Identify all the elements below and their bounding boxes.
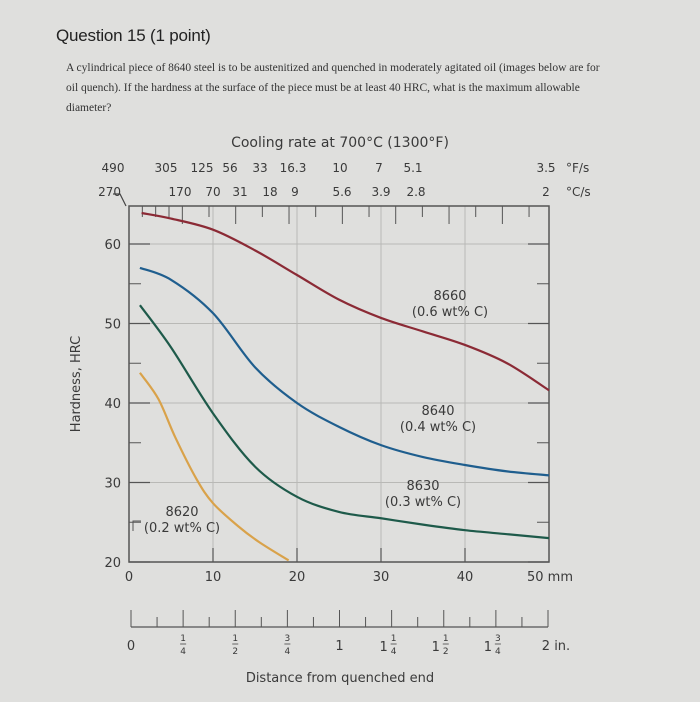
cooling-rate-f-label: 33 <box>252 161 267 175</box>
inch-tick-den: 4 <box>180 647 186 657</box>
cooling-rate-f-label: 16.3 <box>280 161 307 175</box>
curve-8640 <box>139 266 550 477</box>
x-tick-label: 0 <box>125 570 133 585</box>
cooling-rate-c-label: 170 <box>169 185 192 199</box>
question-points: (1 point) <box>150 26 211 45</box>
y-tick-label: 50 <box>104 318 121 333</box>
inch-tick-num: 1 <box>391 634 397 644</box>
inch-tick-den: 2 <box>443 647 449 657</box>
inch-tick-num: 1 <box>443 634 449 644</box>
curve-8630 <box>139 304 550 540</box>
curve-label-8630: 8630 <box>406 479 439 494</box>
top-ticks <box>141 206 530 224</box>
curve-composition-8660: (0.6 wt% C) <box>412 305 488 320</box>
curve-label-8660: 8660 <box>433 289 466 304</box>
cooling-rate-c-label: 2 <box>542 185 550 199</box>
cooling-rate-f-label: 56 <box>222 161 237 175</box>
cooling-rate-c-label: 270 <box>98 185 121 199</box>
cooling-rate-f-label: 10 <box>332 161 347 175</box>
question-number: Question 15 <box>56 26 146 45</box>
cooling-rate-c-label: 5.6 <box>332 185 351 199</box>
x-axis-mm-ticks: 0 10 20 30 40 50 mm <box>125 548 573 585</box>
inch-tick-den: 4 <box>391 647 397 657</box>
inch-tick-num: 1 <box>180 634 186 644</box>
cooling-rate-f-label: 7 <box>375 161 383 175</box>
cooling-rate-f-label: 5.1 <box>403 161 422 175</box>
y-tick-label: 60 <box>104 238 121 253</box>
curve-label-8640: 8640 <box>421 404 454 419</box>
inch-tick-den: 4 <box>285 647 291 657</box>
inch-tick-label: 0 <box>127 639 135 654</box>
cooling-rate-c-unit: °C/s <box>566 185 591 199</box>
x-tick-label: 50 mm <box>527 570 573 585</box>
cooling-rate-f-label: 3.5 <box>536 161 555 175</box>
y-tick-label: 40 <box>104 397 121 412</box>
inch-tick-label: 2 in. <box>542 639 570 654</box>
inch-tick-num: 3 <box>285 634 291 644</box>
y-tick-label: 30 <box>104 477 121 492</box>
inch-tick-den: 2 <box>232 647 238 657</box>
curve-8660 <box>141 211 550 392</box>
curves <box>139 211 550 562</box>
cooling-rate-c-label: 18 <box>262 185 277 199</box>
cooling-rate-c-label: 9 <box>291 185 299 199</box>
x-tick-label: 10 <box>205 570 222 585</box>
cooling-rate-c-label: 31 <box>232 185 247 199</box>
inch-tick-num: 1 <box>232 634 238 644</box>
inch-tick-whole: 1 <box>432 640 440 655</box>
y-tick-label: 20 <box>104 556 121 571</box>
x-tick-label: 30 <box>373 570 390 585</box>
curve-labels: 8660(0.6 wt% C) 8640(0.4 wt% C) 8630(0.3 w… <box>132 289 488 536</box>
plot-frame <box>128 205 550 563</box>
question-title: Question 15 (1 point) <box>56 26 211 46</box>
cooling-rate-f-unit: °F/s <box>566 161 589 175</box>
inch-tick-den: 4 <box>495 647 501 657</box>
curve-8620 <box>139 372 290 562</box>
arrow-icon <box>113 193 127 207</box>
x-tick-label: 20 <box>289 570 306 585</box>
cooling-rate-f-label: 125 <box>191 161 214 175</box>
x-tick-label: 40 <box>457 570 474 585</box>
cooling-rate-c-label: 2.8 <box>406 185 425 199</box>
x-axis-label: Distance from quenched end <box>246 671 434 686</box>
chart-title: Cooling rate at 700°C (1300°F) <box>231 135 449 151</box>
question-text: A cylindrical piece of 8640 steel is to … <box>66 62 600 114</box>
cooling-rate-labels: 490 305 125 56 33 16.3 10 7 5.1 3.5 270 170 70 31 18 9 5… <box>98 161 591 199</box>
curve-composition-8630: (0.3 wt% C) <box>385 495 461 510</box>
inch-tick-label: 1 <box>335 639 343 654</box>
inch-tick-whole: 1 <box>484 640 492 655</box>
cooling-rate-c-label: 3.9 <box>371 185 390 199</box>
curve-label-8620: 8620 <box>165 505 198 520</box>
curve-composition-8620: (0.2 wt% C) <box>144 521 220 536</box>
cooling-rate-c-label: 70 <box>205 185 220 199</box>
cooling-rate-f-label: 490 <box>102 161 125 175</box>
y-axis-ticks: 20 30 40 50 60 <box>104 238 549 571</box>
label-bracket <box>132 520 141 531</box>
y-axis-label: Hardness, HRC <box>69 336 84 432</box>
inch-tick-num: 3 <box>495 634 501 644</box>
inch-tick-whole: 1 <box>379 640 387 655</box>
cooling-rate-f-label: 305 <box>155 161 178 175</box>
curve-composition-8640: (0.4 wt% C) <box>400 420 476 435</box>
